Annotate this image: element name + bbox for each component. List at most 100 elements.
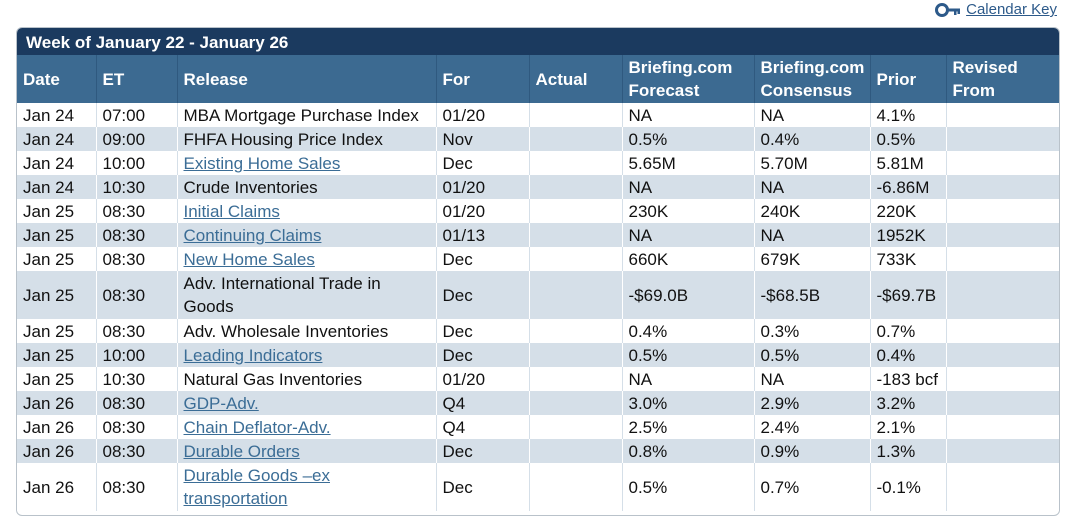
cell-et: 08:30 <box>96 415 178 439</box>
release-link[interactable]: GDP-Adv. <box>183 393 259 413</box>
table-row: Jan 25 08:30 New Home Sales Dec 660K 679K 733K <box>17 247 1059 271</box>
header-prior: Prior <box>870 55 947 103</box>
cell-revised <box>946 247 1059 271</box>
cell-revised <box>946 223 1059 247</box>
cell-revised <box>946 415 1059 439</box>
cell-consensus: 0.4% <box>754 127 871 151</box>
cell-actual <box>529 151 623 175</box>
cell-for: Q4 <box>436 415 530 439</box>
release-link[interactable]: Continuing Claims <box>183 225 322 245</box>
table-row: Jan 24 07:00 MBA Mortgage Purchase Index 01… <box>17 103 1059 127</box>
release-link[interactable]: Chain Deflator-Adv. <box>183 417 331 437</box>
table-row: Jan 25 10:00 Leading Indicators Dec 0.5% 0.5%… <box>17 343 1059 367</box>
header-for: For <box>436 55 530 103</box>
cell-prior: -$69.7B <box>870 271 947 319</box>
header-row: Date ET Release For Actual Briefing.com F… <box>17 55 1059 103</box>
cell-for: Dec <box>436 439 530 463</box>
calendar-key-label[interactable]: Calendar Key <box>966 1 1057 18</box>
cell-consensus: 0.9% <box>754 439 871 463</box>
header-forecast-line2: Forecast <box>628 81 700 100</box>
table-row: Jan 24 10:30 Crude Inventories 01/20 NA NA -6.… <box>17 175 1059 199</box>
cell-actual <box>529 343 623 367</box>
economic-calendar: Week of January 22 - January 26 Date ET … <box>16 27 1060 516</box>
cell-release: Natural Gas Inventories <box>177 367 437 391</box>
cell-forecast: 0.5% <box>622 127 755 151</box>
cell-for: 01/20 <box>436 175 530 199</box>
cell-release: Continuing Claims <box>177 223 437 247</box>
cell-actual <box>529 103 623 127</box>
cell-forecast: -$69.0B <box>622 271 755 319</box>
cell-for: 01/20 <box>436 103 530 127</box>
table-row: Jan 25 08:30 Initial Claims 01/20 230K 240K 22… <box>17 199 1059 223</box>
cell-for: Q4 <box>436 391 530 415</box>
cell-forecast: 0.8% <box>622 439 755 463</box>
cell-et: 09:00 <box>96 127 178 151</box>
cell-et: 08:30 <box>96 271 178 319</box>
cell-release: Initial Claims <box>177 199 437 223</box>
cell-consensus: NA <box>754 223 871 247</box>
release-link[interactable]: Initial Claims <box>183 201 280 221</box>
cell-prior: 3.2% <box>870 391 947 415</box>
cell-consensus: 2.9% <box>754 391 871 415</box>
cell-et: 10:00 <box>96 343 178 367</box>
cell-forecast: 2.5% <box>622 415 755 439</box>
cell-forecast: 0.5% <box>622 463 755 511</box>
cell-date: Jan 24 <box>17 103 97 127</box>
cell-actual <box>529 463 623 511</box>
cell-revised <box>946 343 1059 367</box>
cell-et: 08:30 <box>96 223 178 247</box>
cell-for: 01/20 <box>436 367 530 391</box>
release-link[interactable]: Existing Home Sales <box>183 153 341 173</box>
cell-release: Durable Goods –ex transportation <box>177 463 437 511</box>
cell-date: Jan 25 <box>17 319 97 343</box>
calendar-key-link[interactable]: Calendar Key <box>935 1 1057 18</box>
cell-for: 01/20 <box>436 199 530 223</box>
cell-prior: -183 bcf <box>870 367 947 391</box>
release-link[interactable]: Durable Orders <box>183 441 300 461</box>
key-icon <box>935 2 961 18</box>
header-consensus: Briefing.com Consensus <box>754 55 871 103</box>
release-link[interactable]: Durable Goods –ex transportation <box>183 466 330 508</box>
calendar-table: Date ET Release For Actual Briefing.com F… <box>17 55 1059 511</box>
cell-consensus: 0.3% <box>754 319 871 343</box>
header-et: ET <box>96 55 178 103</box>
cell-prior: 0.7% <box>870 319 947 343</box>
cell-prior: -0.1% <box>870 463 947 511</box>
cell-release: Existing Home Sales <box>177 151 437 175</box>
release-link[interactable]: Leading Indicators <box>183 345 323 365</box>
cell-release: Adv. International Trade in Goods <box>177 271 437 319</box>
header-consensus-line1: Briefing.com <box>760 58 865 77</box>
release-link[interactable]: New Home Sales <box>183 249 315 269</box>
cell-revised <box>946 391 1059 415</box>
table-row: Jan 26 08:30 Chain Deflator-Adv. Q4 2.5% 2.4%… <box>17 415 1059 439</box>
cell-release: Adv. Wholesale Inventories <box>177 319 437 343</box>
header-revised-line1: Revised <box>952 58 1018 77</box>
cell-date: Jan 25 <box>17 367 97 391</box>
header-date: Date <box>17 55 97 103</box>
cell-forecast: 660K <box>622 247 755 271</box>
cell-for: 01/13 <box>436 223 530 247</box>
cell-actual <box>529 439 623 463</box>
cell-forecast: 5.65M <box>622 151 755 175</box>
cell-actual <box>529 319 623 343</box>
cell-et: 08:30 <box>96 247 178 271</box>
cell-actual <box>529 271 623 319</box>
cell-forecast: NA <box>622 103 755 127</box>
cell-release: Chain Deflator-Adv. <box>177 415 437 439</box>
cell-consensus: -$68.5B <box>754 271 871 319</box>
cell-prior: 5.81M <box>870 151 947 175</box>
cell-for: Dec <box>436 247 530 271</box>
cell-date: Jan 24 <box>17 151 97 175</box>
cell-prior: 1.3% <box>870 439 947 463</box>
cell-revised <box>946 271 1059 319</box>
table-row: Jan 25 10:30 Natural Gas Inventories 01/20 N… <box>17 367 1059 391</box>
cell-date: Jan 26 <box>17 439 97 463</box>
cell-et: 08:30 <box>96 439 178 463</box>
cell-date: Jan 25 <box>17 271 97 319</box>
cell-prior: 4.1% <box>870 103 947 127</box>
cell-date: Jan 25 <box>17 343 97 367</box>
cell-consensus: 0.7% <box>754 463 871 511</box>
cell-et: 08:30 <box>96 199 178 223</box>
cell-prior: 0.4% <box>870 343 947 367</box>
cell-for: Dec <box>436 319 530 343</box>
